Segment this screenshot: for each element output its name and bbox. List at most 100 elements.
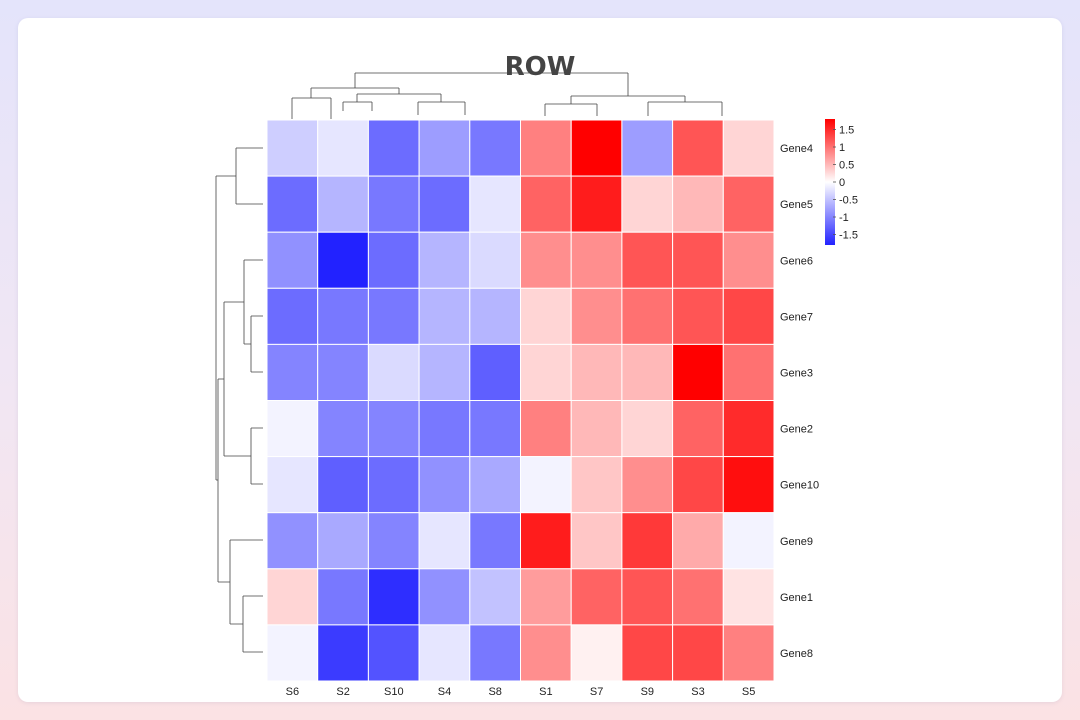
heatmap-cell	[722, 512, 775, 570]
heatmap-cell	[367, 456, 420, 514]
heatmap-cell	[367, 287, 420, 345]
legend-tick-label: 1	[839, 142, 845, 154]
heatmap-cell	[317, 175, 369, 233]
heatmap-cell	[520, 175, 572, 233]
heatmap-cell	[520, 624, 572, 682]
row-label: Gene2	[780, 424, 813, 436]
heatmap-cell	[367, 343, 420, 401]
row-label: Gene8	[780, 648, 813, 660]
heatmap-cell	[621, 568, 674, 626]
heatmap-cell	[621, 512, 674, 570]
heatmap-cell	[520, 568, 572, 626]
heatmap-cell	[621, 231, 674, 289]
heatmap-cell	[367, 568, 420, 626]
heatmap-cell	[317, 624, 369, 682]
heatmap-cell	[367, 175, 420, 233]
heatmap-cell	[722, 231, 775, 289]
column-dendrogram	[291, 72, 723, 119]
heatmap-cell	[570, 119, 623, 177]
heatmap-cell	[722, 287, 775, 345]
heatmap-cell	[520, 287, 572, 345]
heatmap-cell	[570, 568, 623, 626]
heatmap-cell	[469, 343, 521, 401]
heatmap-cell	[672, 400, 724, 458]
heatmap-cell	[317, 287, 369, 345]
heatmap-cell	[469, 568, 521, 626]
heatmap-cell	[672, 175, 724, 233]
heatmap-cell	[418, 512, 471, 570]
heatmap-cell	[672, 119, 724, 177]
heatmap-cell	[317, 456, 369, 514]
heatmap-cell	[621, 400, 674, 458]
heatmap-cell	[621, 287, 674, 345]
legend-tick-label: 0	[839, 177, 845, 189]
heatmap-cell	[317, 343, 369, 401]
heatmap-cell	[520, 119, 572, 177]
column-labels: S6 S2 S10 S4 S8 S1 S7 S9 S3 S5	[286, 686, 756, 698]
heatmap-cell	[469, 400, 521, 458]
heatmap-cell	[672, 343, 724, 401]
column-label: S2	[336, 686, 349, 698]
row-label: Gene1	[780, 592, 813, 604]
column-label: S8	[488, 686, 501, 698]
column-label: S1	[539, 686, 552, 698]
heatmap-cell	[418, 456, 471, 514]
heatmap-cell	[418, 119, 471, 177]
legend-ticks: 1.5 1 0.5 0 -0.5 -1 -1.5	[833, 125, 858, 242]
heatmap-cell	[469, 175, 521, 233]
color-legend: 1.5 1 0.5 0 -0.5 -1 -1.5	[825, 119, 858, 245]
heatmap-cell	[367, 231, 420, 289]
heatmap-cell	[418, 343, 471, 401]
row-label: Gene7	[780, 311, 813, 323]
legend-color-bar	[825, 119, 835, 245]
row-label: Gene6	[780, 255, 813, 267]
heatmap-cell	[722, 400, 775, 458]
heatmap-cell	[266, 119, 319, 177]
heatmap-cell	[621, 119, 674, 177]
heatmap-cell	[672, 456, 724, 514]
heatmap-cell	[722, 624, 775, 682]
row-dendrogram	[215, 147, 263, 653]
heatmap-cell	[570, 287, 623, 345]
heatmap-cell	[418, 287, 471, 345]
heatmap-cell	[722, 119, 775, 177]
heatmap-cell	[469, 287, 521, 345]
heatmap-cell	[317, 119, 369, 177]
legend-tick-label: -1.5	[839, 230, 858, 242]
heatmap-cells	[266, 119, 775, 682]
legend-tick-label: -1	[839, 212, 849, 224]
heatmap-cell	[672, 512, 724, 570]
heatmap-cell	[520, 456, 572, 514]
heatmap-cell	[317, 512, 369, 570]
column-label: S3	[691, 686, 704, 698]
heatmap-cell	[621, 175, 674, 233]
heatmap-cell	[722, 456, 775, 514]
heatmap-cell	[367, 512, 420, 570]
heatmap-cell	[570, 624, 623, 682]
heatmap-cell	[367, 119, 420, 177]
heatmap-cell	[520, 231, 572, 289]
heatmap-cell	[672, 624, 724, 682]
chart-title: ROW	[504, 52, 576, 82]
row-label: Gene5	[780, 199, 813, 211]
heatmap-cell	[722, 175, 775, 233]
heatmap-cell	[317, 568, 369, 626]
heatmap-cell	[418, 175, 471, 233]
heatmap-cell	[520, 400, 572, 458]
heatmap-cell	[317, 231, 369, 289]
column-label: S6	[286, 686, 299, 698]
row-label: Gene9	[780, 536, 813, 548]
column-label: S10	[384, 686, 404, 698]
heatmap-cell	[672, 568, 724, 626]
heatmap-cell	[520, 343, 572, 401]
heatmap-cell	[367, 400, 420, 458]
heatmap-cell	[621, 624, 674, 682]
heatmap-cell	[621, 343, 674, 401]
heatmap-cell	[570, 343, 623, 401]
heatmap-cell	[418, 231, 471, 289]
legend-tick-label: 0.5	[839, 160, 854, 172]
heatmap-cell	[570, 231, 623, 289]
heatmap-cell	[520, 512, 572, 570]
heatmap-cell	[266, 175, 319, 233]
heatmap-cell	[722, 568, 775, 626]
